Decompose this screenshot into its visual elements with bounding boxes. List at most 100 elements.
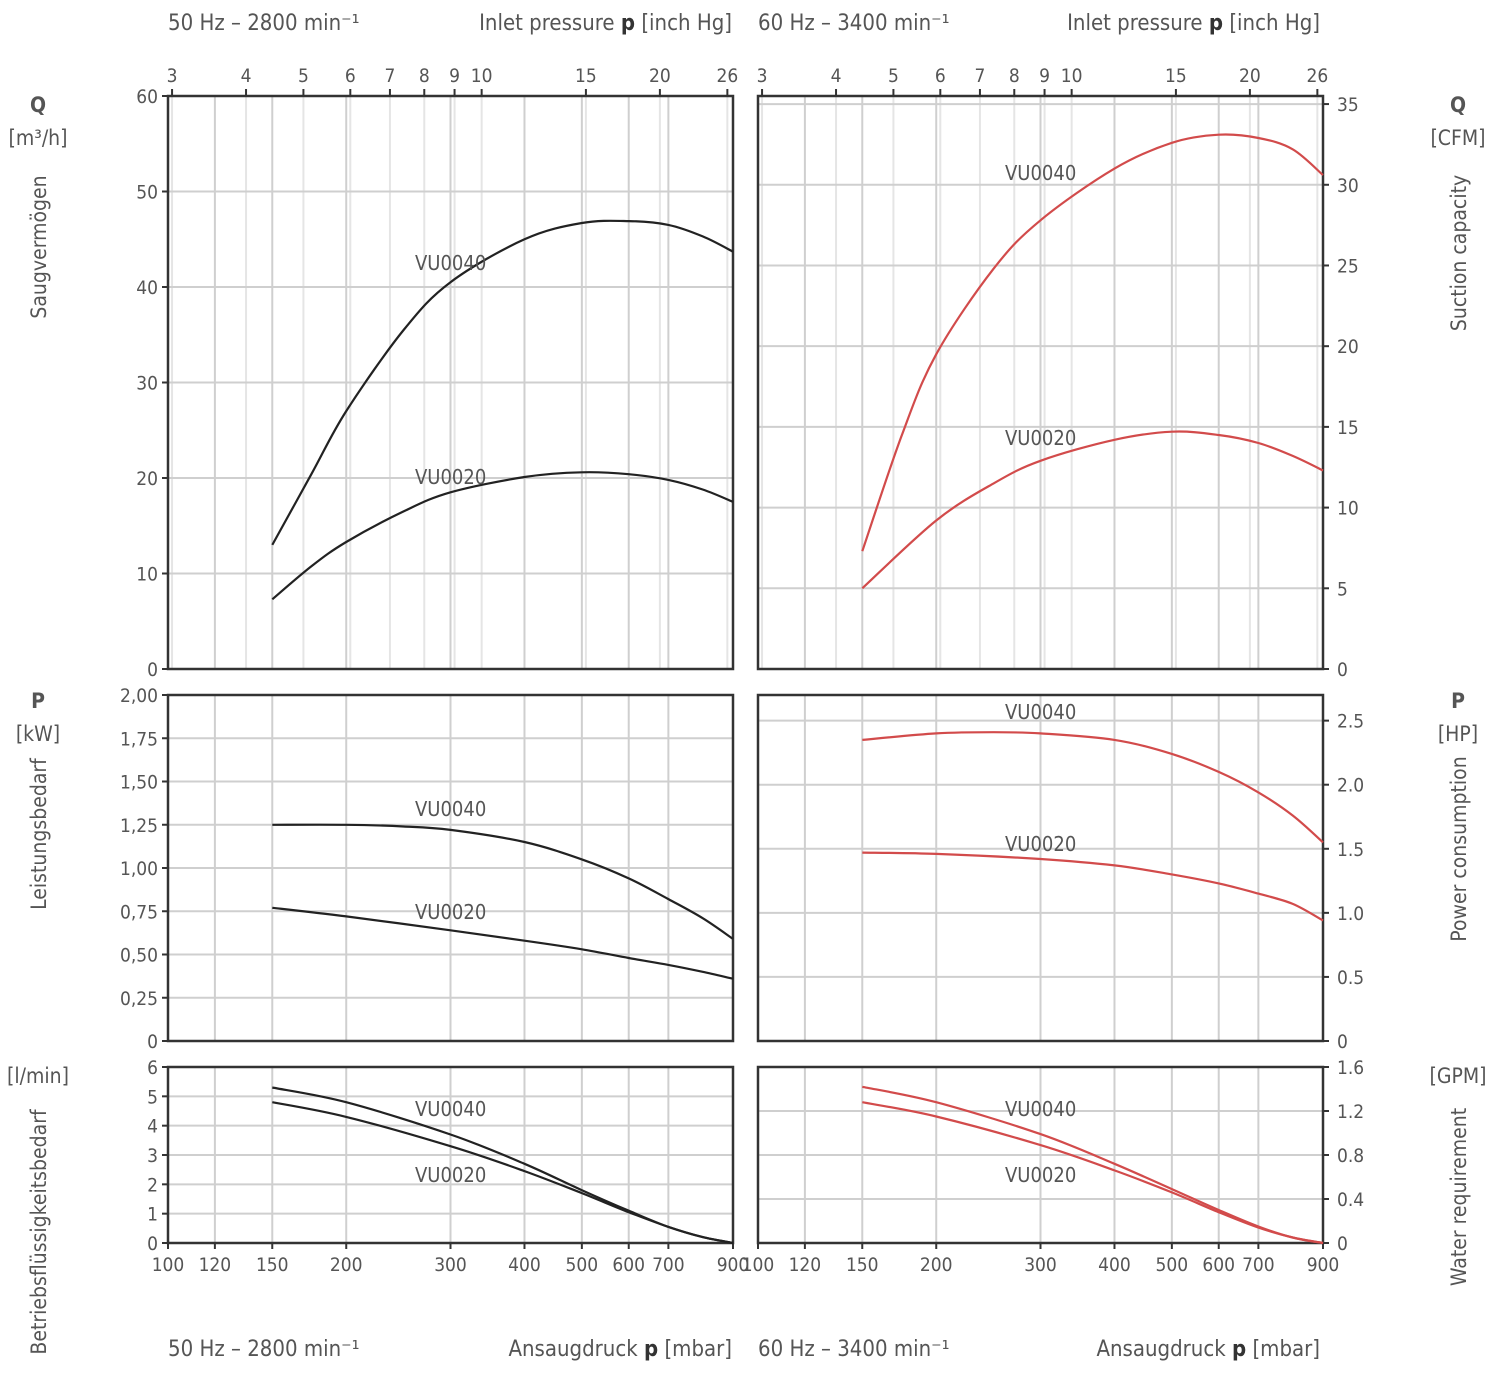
y-tick-label: 0,75: [120, 901, 158, 923]
y-tick-label: 1,50: [120, 772, 158, 794]
y-tick-label: 0: [1337, 1031, 1348, 1053]
y-tick-label: 0.5: [1337, 967, 1364, 989]
top-x-tick-label: 15: [1165, 65, 1187, 87]
y-tick-label: 0.4: [1337, 1189, 1364, 1211]
top-x-tick-label: 10: [1061, 65, 1083, 87]
bottom-x-tick-label: 400: [1098, 1254, 1131, 1276]
left-w-unit: [l/min]: [7, 1064, 69, 1088]
bottom-x-tick-label: 100: [742, 1254, 775, 1276]
y-tick-label: 0: [147, 1031, 158, 1053]
y-tick-label: 1.5: [1337, 839, 1364, 861]
y-tick-label: 0,25: [120, 988, 158, 1010]
top-x-tick-label: 4: [831, 65, 842, 87]
right-p-symbol: P: [1451, 689, 1465, 713]
bottom-x-tick-label: 700: [1242, 1254, 1275, 1276]
y-tick-label: 2.5: [1337, 711, 1364, 733]
series-label-vu0040: VU0040: [415, 251, 486, 275]
bottom-x-tick-label: 600: [1202, 1254, 1235, 1276]
bottom-x-tick-label: 400: [508, 1254, 541, 1276]
right-w-unit: [GPM]: [1429, 1064, 1486, 1088]
top-x-tick-label: 5: [298, 65, 309, 87]
top-x-tick-label: 7: [384, 65, 395, 87]
left-q-unit: [m³/h]: [8, 126, 67, 150]
left-q-name: Saugvermögen: [27, 175, 51, 318]
y-tick-label: 2.0: [1337, 775, 1364, 797]
series-line-vu0040: [861, 133, 1324, 552]
right-p-unit: [HP]: [1438, 722, 1478, 746]
y-tick-label: 1.0: [1337, 903, 1364, 925]
bottom-x-tick-label: 200: [920, 1254, 953, 1276]
series-label-vu0040: VU0040: [415, 1097, 486, 1121]
top-x-tick-label: 8: [1009, 65, 1020, 87]
top-x-tick-label: 4: [241, 65, 252, 87]
y-tick-label: 2: [147, 1174, 158, 1196]
top-x-tick-label: 3: [167, 65, 178, 87]
top-x-tick-label: 7: [974, 65, 985, 87]
y-tick-label: 40: [136, 277, 158, 299]
top-right-frequency: 60 Hz – 3400 min⁻¹: [758, 11, 950, 36]
y-tick-label: 35: [1337, 94, 1359, 116]
series-line-vu0020: [272, 1101, 734, 1245]
bottom-x-tick-label: 900: [717, 1254, 750, 1276]
top-left-inlet-pressure-label: Inlet pressure p [inch Hg]: [479, 11, 732, 36]
series-line-vu0040: [862, 731, 1324, 844]
series-label-vu0020: VU0020: [415, 465, 486, 489]
series-line-vu0020: [272, 906, 734, 980]
series-line-vu0020: [861, 430, 1324, 590]
plot-frame: [756, 693, 1325, 1043]
top-x-tick-label: 26: [1306, 65, 1328, 87]
top-x-tick-label: 6: [345, 65, 356, 87]
series-line-vu0020: [862, 1101, 1324, 1245]
y-tick-label: 1: [147, 1204, 158, 1226]
y-tick-label: 2,00: [120, 685, 158, 707]
y-tick-label: 5: [1337, 578, 1348, 600]
series-line-vu0040: [272, 823, 734, 940]
y-tick-label: 1,75: [120, 728, 158, 750]
right-q-symbol: Q: [1450, 93, 1466, 117]
y-tick-label: 50: [136, 182, 158, 204]
y-tick-label: 6: [147, 1057, 158, 1079]
top-right-inlet-pressure-label: Inlet pressure p [inch Hg]: [1067, 11, 1320, 36]
y-tick-label: 4: [147, 1116, 158, 1138]
top-x-tick-label: 8: [419, 65, 430, 87]
series-label-vu0020: VU0020: [1005, 1163, 1076, 1187]
top-x-tick-label: 10: [471, 65, 493, 87]
y-tick-label: 30: [1337, 175, 1359, 197]
bottom-x-tick-label: 500: [1156, 1254, 1189, 1276]
y-tick-label: 3: [147, 1145, 158, 1167]
y-tick-label: 0,50: [120, 945, 158, 967]
right-q-unit: [CFM]: [1430, 126, 1485, 150]
left-q-symbol: Q: [30, 93, 46, 117]
bottom-x-tick-label: 200: [330, 1254, 363, 1276]
top-x-tick-label: 15: [575, 65, 597, 87]
top-x-tick-label: 6: [935, 65, 946, 87]
series-label-vu0020: VU0020: [415, 1163, 486, 1187]
right-w-name: Water requirement: [1447, 1108, 1471, 1286]
top-x-tick-label: 3: [757, 65, 768, 87]
y-tick-label: 20: [1337, 336, 1359, 358]
series-label-vu0020: VU0020: [1005, 832, 1076, 856]
y-tick-label: 1,25: [120, 815, 158, 837]
y-tick-label: 1.6: [1337, 1057, 1364, 1079]
y-tick-label: 0: [147, 1233, 158, 1255]
y-tick-label: 0: [147, 659, 158, 681]
bottom-x-tick-label: 700: [652, 1254, 685, 1276]
series-label-vu0040: VU0040: [415, 797, 486, 821]
left-p-symbol: P: [31, 689, 45, 713]
bottom-x-tick-label: 150: [256, 1254, 289, 1276]
y-tick-label: 10: [136, 564, 158, 586]
bottom-x-tick-label: 150: [846, 1254, 879, 1276]
left-p-unit: [kW]: [16, 722, 60, 746]
top-x-tick-label: 9: [449, 65, 460, 87]
right-q-name: Suction capacity: [1447, 175, 1471, 331]
y-tick-label: 30: [136, 373, 158, 395]
y-tick-label: 25: [1337, 255, 1359, 277]
series-line-vu0040: [271, 219, 734, 546]
top-x-tick-label: 20: [1239, 65, 1261, 87]
y-tick-label: 15: [1337, 417, 1359, 439]
right-p-name: Power consumption: [1447, 756, 1471, 941]
top-x-tick-label: 5: [888, 65, 899, 87]
bottom-x-tick-label: 120: [199, 1254, 232, 1276]
y-tick-label: 1,00: [120, 858, 158, 880]
bottom-x-tick-label: 300: [434, 1254, 467, 1276]
